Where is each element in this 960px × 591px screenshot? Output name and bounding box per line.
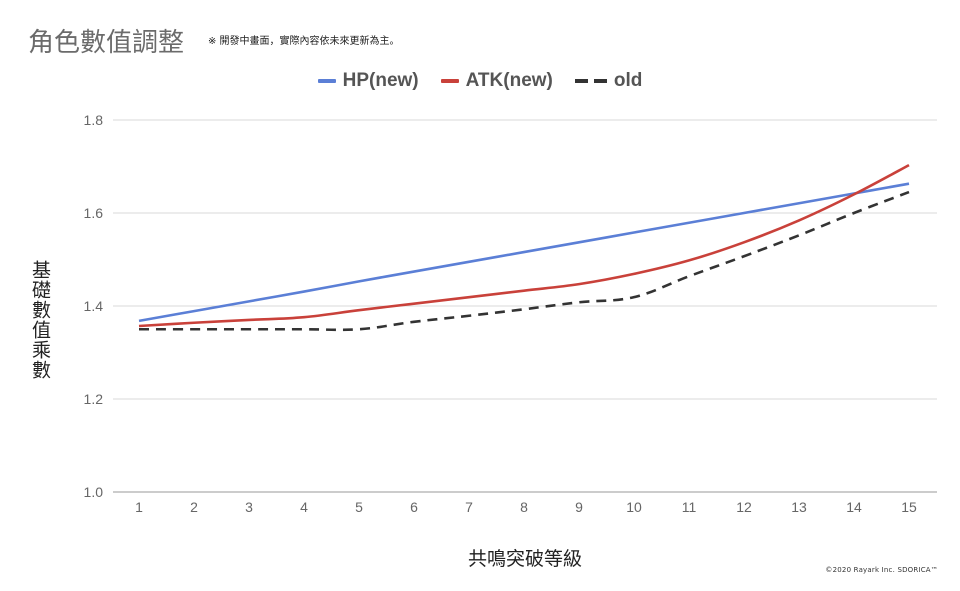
legend-label-old: old: [613, 70, 643, 91]
legend-item-old: old: [574, 70, 643, 92]
chart-title: 角色數值調整: [28, 28, 185, 58]
series-line-atk-new: [138, 163, 910, 328]
x-tick-label: 5: [355, 499, 363, 515]
y-tick-label: 1.6: [84, 205, 104, 221]
copyright: ©2020 Rayark Inc. SDORICA™: [825, 566, 938, 574]
x-tick-label: 2: [190, 499, 198, 515]
legend-label-atk: ATK(new): [465, 70, 553, 91]
x-tick-label: 15: [901, 499, 917, 515]
legend-swatch-old: [574, 79, 607, 83]
x-tick-label: 4: [300, 499, 308, 515]
legend-swatch-atk: [440, 79, 459, 83]
x-tick-label: 10: [626, 499, 642, 515]
x-tick-label: 14: [846, 499, 862, 515]
legend-item-atk: ATK(new): [440, 70, 553, 92]
legend-item-hp: HP(new): [317, 70, 419, 92]
y-tick-label: 1.8: [84, 112, 104, 128]
x-tick-label: 11: [682, 499, 697, 515]
x-tick-label: 1: [135, 499, 143, 515]
x-tick-label: 12: [736, 499, 752, 515]
series-line-hp-new: [138, 182, 910, 323]
x-tick-label: 6: [410, 499, 418, 515]
y-tick-label: 1.2: [84, 391, 104, 407]
series-line-old: [139, 190, 910, 332]
x-tick-label: 13: [791, 499, 807, 515]
legend: HP(new) ATK(new) old: [0, 70, 960, 92]
development-note: ※ 開發中畫面，實際內容依未來更新為主。: [208, 36, 400, 47]
legend-label-hp: HP(new): [342, 70, 419, 91]
legend-swatch-hp: [317, 79, 336, 83]
y-tick-label: 1.4: [84, 298, 104, 314]
x-tick-label: 8: [520, 499, 528, 515]
x-tick-label: 9: [575, 499, 583, 515]
x-axis-label: 共鳴突破等級: [467, 548, 582, 570]
x-tick-label: 3: [245, 499, 253, 515]
x-tick-label: 7: [465, 499, 473, 515]
y-tick-label: 1.0: [84, 484, 104, 500]
y-axis-label: 基礎數值乘數: [29, 260, 51, 380]
